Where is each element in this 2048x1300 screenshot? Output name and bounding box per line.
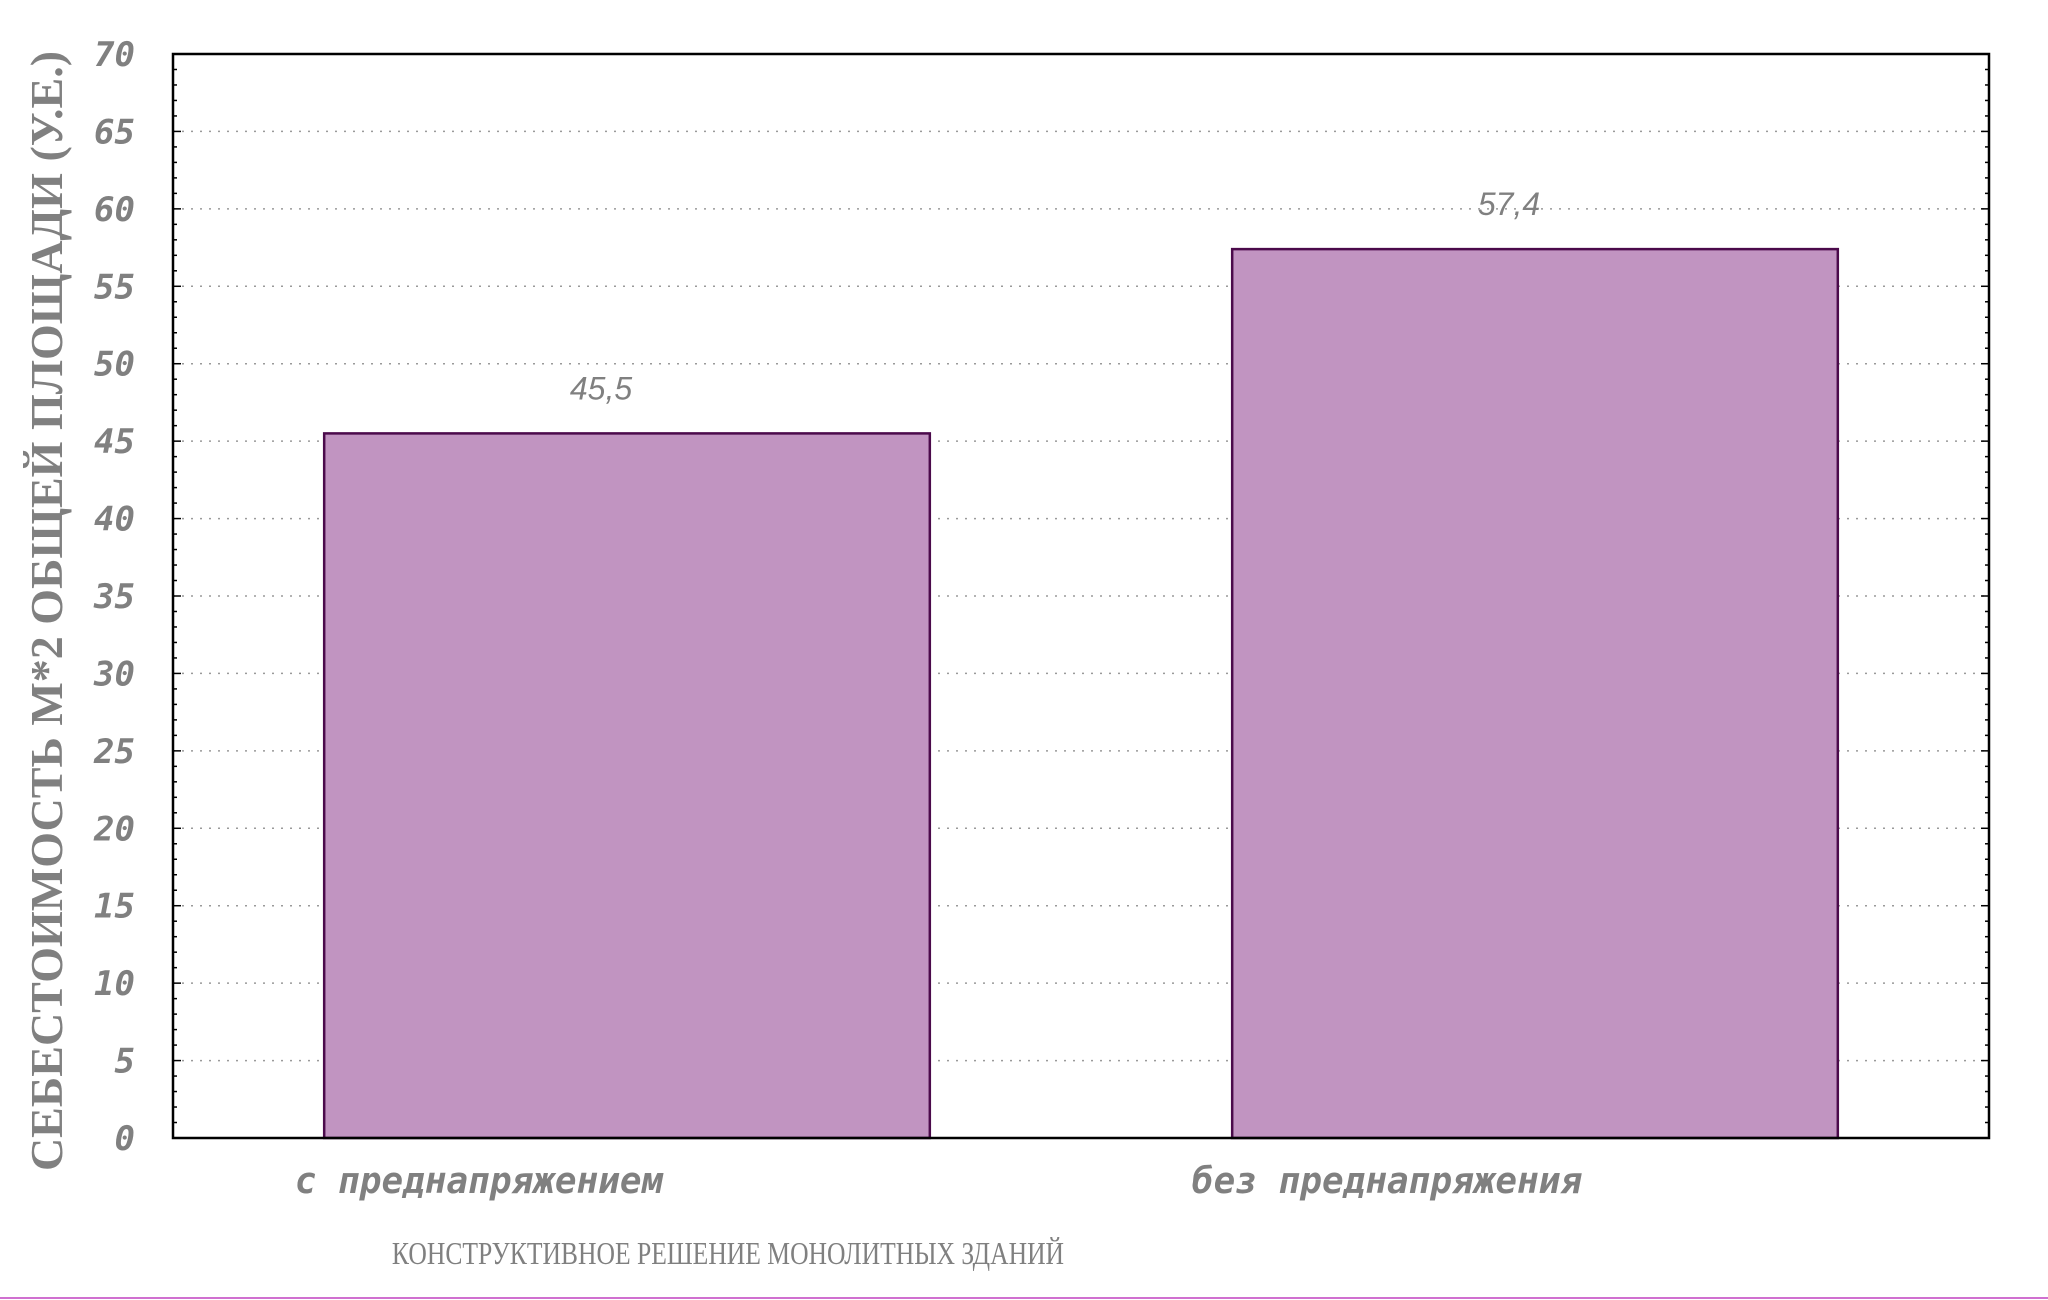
y-tick-label: 45 [94,422,135,462]
bar-value-label: 45,5 [570,370,632,406]
y-tick-label: 40 [94,500,135,540]
x-axis-label: КОНСТРУКТИВНОЕ РЕШЕНИЕ МОНОЛИТНЫХ ЗДАНИЙ [392,1236,1064,1271]
y-tick-labels: 0 5 10 15 20 25 30 35 40 45 50 55 60 65 70 [93,35,135,1159]
bar [322,432,932,1140]
y-tick-label: 55 [94,267,135,307]
y-tick-label: 65 [94,112,135,152]
y-tick-label: 25 [93,732,135,772]
x-category-labels: с преднапряжением без преднапряжения [295,1161,1583,1202]
y-tick-label: 0 [115,1119,135,1159]
bar-value-labels: 45,5 57,4 [570,186,1540,406]
bar [1230,247,1840,1140]
y-tick-label: 30 [93,654,135,694]
y-tick-label: 35 [93,577,135,617]
y-tick-label: 50 [94,345,135,385]
x-category-label: с преднапряжением [295,1161,665,1202]
bar-value-label: 57,4 [1478,186,1540,222]
x-category-label: без преднапряжения [1192,1161,1582,1202]
y-tick-label: 60 [94,190,135,230]
y-tick-label: 10 [94,964,135,1004]
y-tick-label: 15 [94,887,135,927]
y-tick-label: 20 [93,809,135,849]
bars [322,247,1840,1140]
axis-minor-ticks [173,53,1989,1139]
y-tick-label: 70 [94,35,135,75]
y-axis-label: СЕБЕСТОИМОСТЬ М*2 ОБЩЕЙ ПЛОЩАДИ (У.Е.) [21,51,72,1171]
y-tick-label: 5 [115,1042,135,1082]
